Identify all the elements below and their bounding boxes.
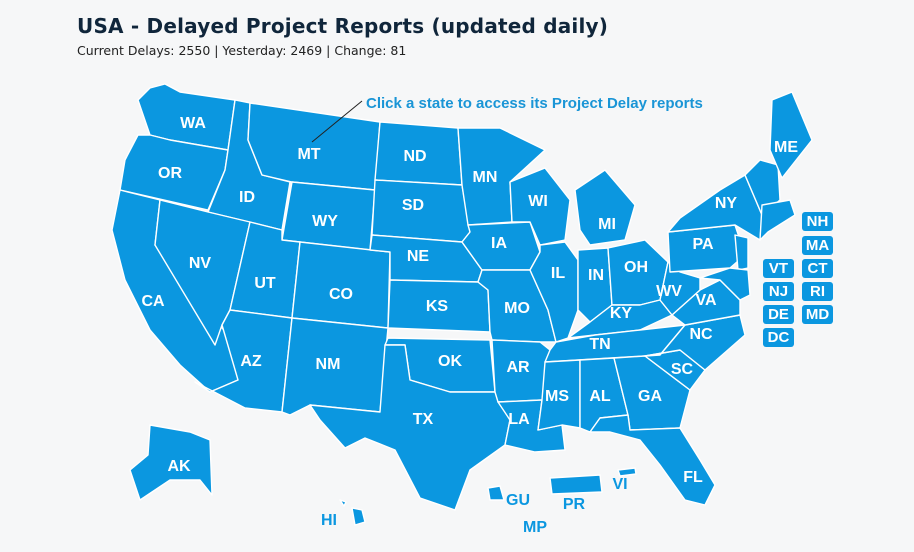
delay-stats: Current Delays: 2550 | Yesterday: 2469 |… (77, 43, 407, 58)
state-button-md[interactable]: MD (802, 305, 833, 324)
label-vi[interactable]: VI (612, 476, 627, 493)
state-il[interactable] (529, 241, 579, 343)
state-co[interactable] (291, 241, 391, 329)
state-tx[interactable] (309, 344, 511, 511)
map-callout: Click a state to access its Project Dela… (366, 95, 703, 112)
state-oh[interactable] (607, 239, 669, 306)
state-wy[interactable] (281, 181, 376, 251)
label-hi[interactable]: HI (321, 512, 337, 529)
state-mt[interactable] (247, 102, 381, 191)
state-ak[interactable] (129, 424, 213, 501)
state-gu[interactable] (487, 485, 505, 501)
callout-line (311, 100, 363, 143)
page-title: USA - Delayed Project Reports (updated d… (77, 14, 609, 38)
state-wi[interactable] (509, 167, 571, 246)
state-button-ri[interactable]: RI (802, 282, 833, 301)
state-button-nj[interactable]: NJ (763, 282, 794, 301)
state-fl[interactable] (589, 414, 716, 506)
state-button-de[interactable]: DE (763, 305, 794, 324)
state-nm[interactable] (281, 317, 389, 416)
label-gu[interactable]: GU (506, 492, 530, 509)
state-ar[interactable] (491, 339, 551, 403)
state-me[interactable] (769, 91, 813, 179)
state-nd[interactable] (374, 121, 463, 186)
label-mp[interactable]: MP (523, 519, 547, 536)
state-button-dc[interactable]: DC (763, 328, 794, 347)
state-button-ct[interactable]: CT (802, 259, 833, 278)
state-hi-2[interactable] (339, 499, 347, 507)
state-ks[interactable] (387, 279, 491, 333)
state-ma-ct-ri[interactable] (759, 199, 796, 241)
state-button-nh[interactable]: NH (802, 212, 833, 231)
state-button-ma[interactable]: MA (802, 236, 833, 255)
state-pa[interactable] (667, 224, 746, 273)
state-button-vt[interactable]: VT (763, 259, 794, 278)
state-sd[interactable] (371, 179, 471, 243)
state-hi[interactable] (351, 507, 366, 526)
state-nj[interactable] (734, 234, 749, 271)
state-md-de[interactable] (699, 267, 751, 301)
state-vt-nh[interactable] (744, 159, 781, 216)
state-mi[interactable] (574, 169, 636, 246)
label-pr[interactable]: PR (563, 496, 586, 513)
state-vi[interactable] (617, 467, 637, 477)
state-ms[interactable] (537, 359, 581, 431)
state-pr[interactable] (549, 474, 603, 495)
